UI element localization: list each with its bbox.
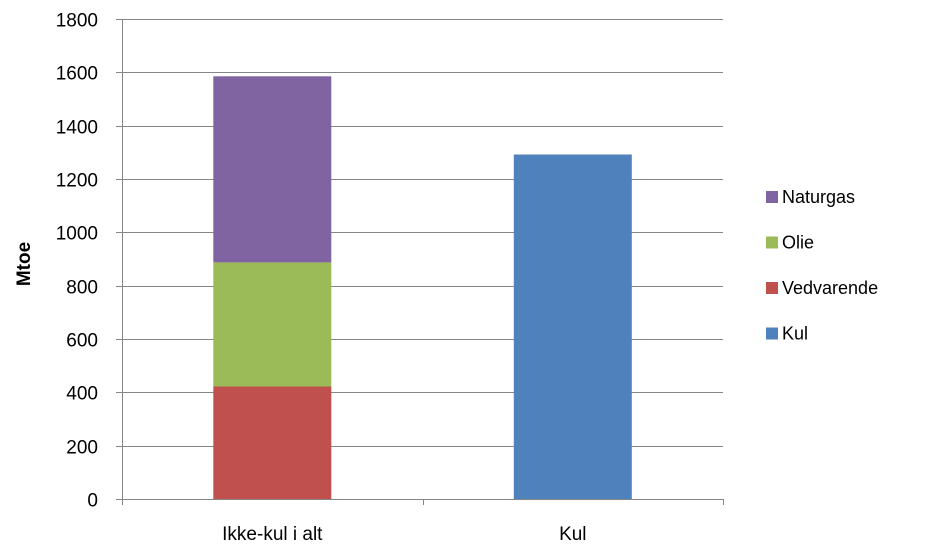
bar-segment	[213, 76, 332, 263]
y-tick-label: 0	[87, 491, 98, 512]
y-tick-label: 1000	[56, 224, 98, 245]
bar-segment	[213, 262, 332, 387]
legend-swatch	[766, 327, 778, 340]
y-tick-label: 1400	[56, 118, 98, 139]
legend-swatch	[766, 236, 778, 249]
legend: Naturgas Olie Vedvarende Kul	[766, 187, 878, 344]
legend-swatch	[766, 282, 778, 294]
gridlines	[122, 19, 723, 447]
legend-label: Vedvarende	[782, 278, 878, 298]
bar-segment	[213, 386, 332, 499]
x-category-label: Ikke-kul i alt	[222, 524, 323, 545]
legend-label: Naturgas	[782, 187, 855, 207]
bar-segment	[513, 154, 632, 499]
y-tick-label: 800	[66, 278, 98, 299]
y-tick-label: 1800	[56, 11, 98, 32]
axes	[122, 19, 724, 505]
x-category-label: Kul	[559, 524, 586, 545]
legend-swatch	[766, 191, 778, 203]
y-axis-title: Mtoe	[14, 242, 35, 286]
y-tick-label: 200	[66, 438, 98, 459]
y-tick-label: 1200	[56, 171, 98, 192]
legend-label: Olie	[782, 233, 814, 253]
x-axis-categories: Ikke-kul i alt Kul	[222, 524, 586, 545]
y-tick-label: 400	[66, 384, 98, 405]
y-tick-label: 1600	[56, 64, 98, 85]
bars	[213, 76, 632, 499]
legend-label: Kul	[782, 324, 808, 344]
y-tick-label: 600	[66, 331, 98, 352]
y-axis-ticks: 0 200 400 600 800 1000 1200 1400 1600 1800	[56, 11, 122, 512]
